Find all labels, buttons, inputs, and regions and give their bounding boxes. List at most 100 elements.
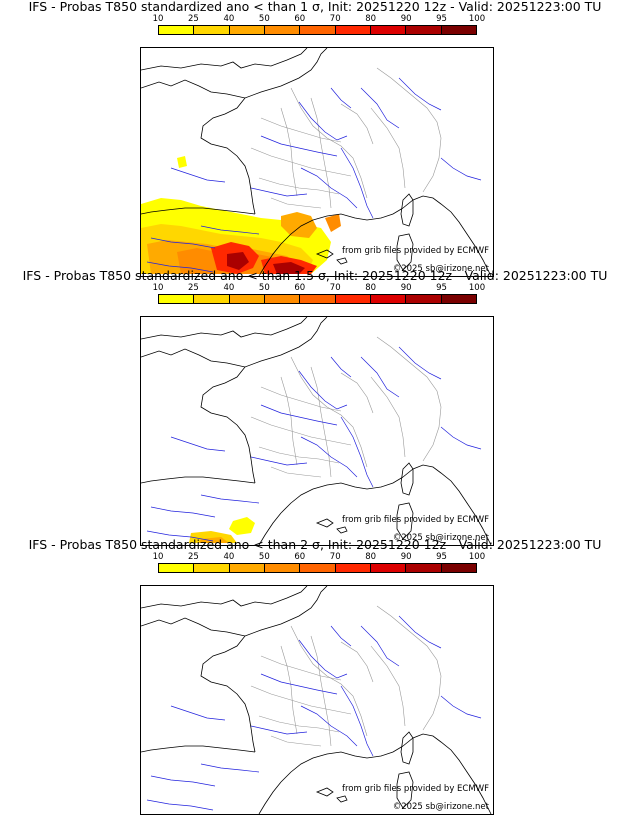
river [300,167,358,209]
copyright-credit: ©2025 sb@irizone.net [392,533,489,543]
colorbar-tick-label: 10 [152,552,164,562]
map-panel-3: IFS - Probas T850 standardized ano < tha… [0,537,630,815]
colorbar-cell [441,564,476,572]
colorbar-tick-label: 10 [152,283,164,293]
colorbar-tick-label: 90 [400,552,412,562]
map-canvas [141,317,492,545]
river [250,725,308,735]
river [200,763,260,773]
panel-title: IFS - Probas T850 standardized ano < tha… [28,537,602,552]
coastline [141,48,328,99]
coastline [141,745,256,753]
source-credit: from grib files provided by ECMWF [342,246,489,256]
island-outline [400,731,414,765]
island-outline [315,249,334,259]
river [260,673,338,695]
admin-border [376,67,442,193]
colorbar-cell [335,26,371,34]
river [300,436,358,478]
admin-border [258,715,340,733]
colorbar-tick-label: 80 [365,283,377,293]
probability-area [177,156,187,168]
panel-title: IFS - Probas T850 standardized ano < tha… [22,268,608,283]
island-outline [400,193,414,227]
colorbar-tick-label: 50 [258,552,270,562]
colorbar-cell [406,564,442,572]
colorbar-tick-label: 40 [223,283,235,293]
admin-border [250,685,352,715]
admin-border [250,147,352,177]
admin-border [310,97,332,209]
river [250,456,308,466]
colorbar [158,294,477,304]
colorbar-cell [406,295,442,303]
coastline [141,586,308,609]
river [200,225,260,235]
admin-border [290,356,368,468]
river [146,261,214,273]
colorbar-cell [335,564,371,572]
admin-border [340,372,374,414]
probability-area [229,517,255,535]
colorbar-cell [159,295,195,303]
admin-border [250,416,352,446]
island-outline [315,518,334,528]
coastline [258,512,282,545]
source-credit: from grib files provided by ECMWF [342,784,489,794]
colorbar-tick-label: 95 [436,283,447,293]
island-outline [400,462,414,496]
river [398,77,442,111]
island-outline [396,502,414,540]
river [250,187,308,197]
coastline [141,317,328,368]
map-area: from grib files provided by ECMWF ©2025 … [140,585,494,815]
river [146,799,214,811]
island-outline [396,771,414,809]
colorbar-tick-label: 80 [365,14,377,24]
map-panel-1: IFS - Probas T850 standardized ano < tha… [0,0,630,277]
river [298,370,348,410]
probability-area [325,214,341,232]
copyright-credit: ©2025 sb@irizone.net [392,264,489,274]
river [398,615,442,649]
coastline [141,586,328,637]
colorbar-cell [229,26,265,34]
colorbar-tick-label: 25 [188,283,199,293]
colorbar-tick-label: 90 [400,283,412,293]
river [398,346,442,380]
river [440,157,482,181]
colorbar-cell [300,26,336,34]
probability-area [273,262,305,274]
admin-border [280,107,298,197]
river [330,625,352,647]
colorbar-cell [370,26,407,34]
admin-border [258,177,340,195]
colorbar-tick-label: 100 [468,283,486,293]
river [360,87,400,129]
coastline [200,366,256,484]
map-area: from grib files provided by ECMWF ©2025 … [140,47,494,277]
island-outline [396,233,414,271]
colorbar-tick-label: 40 [223,552,235,562]
admin-border [280,645,298,735]
coastline [200,97,256,215]
colorbar-tick-label: 60 [294,14,306,24]
colorbar-tick-label: 70 [329,552,341,562]
river [340,147,374,219]
map-area: from grib files provided by ECMWF ©2025 … [140,316,494,546]
admin-border [260,117,342,143]
colorbar-cell [229,564,265,572]
river [440,695,482,719]
colorbar-cell [264,26,301,34]
colorbar-labels: 10 25 40 50 60 70 80 90 95 100 [152,14,492,24]
colorbar-tick-label: 70 [329,283,341,293]
colorbar-cell [194,26,230,34]
river [150,506,216,518]
river [340,685,374,757]
colorbar-tick-label: 70 [329,14,341,24]
admin-border [270,466,322,478]
river [170,436,226,452]
colorbar-cell [300,295,336,303]
island-outline [315,787,334,797]
colorbar-cell [335,295,371,303]
